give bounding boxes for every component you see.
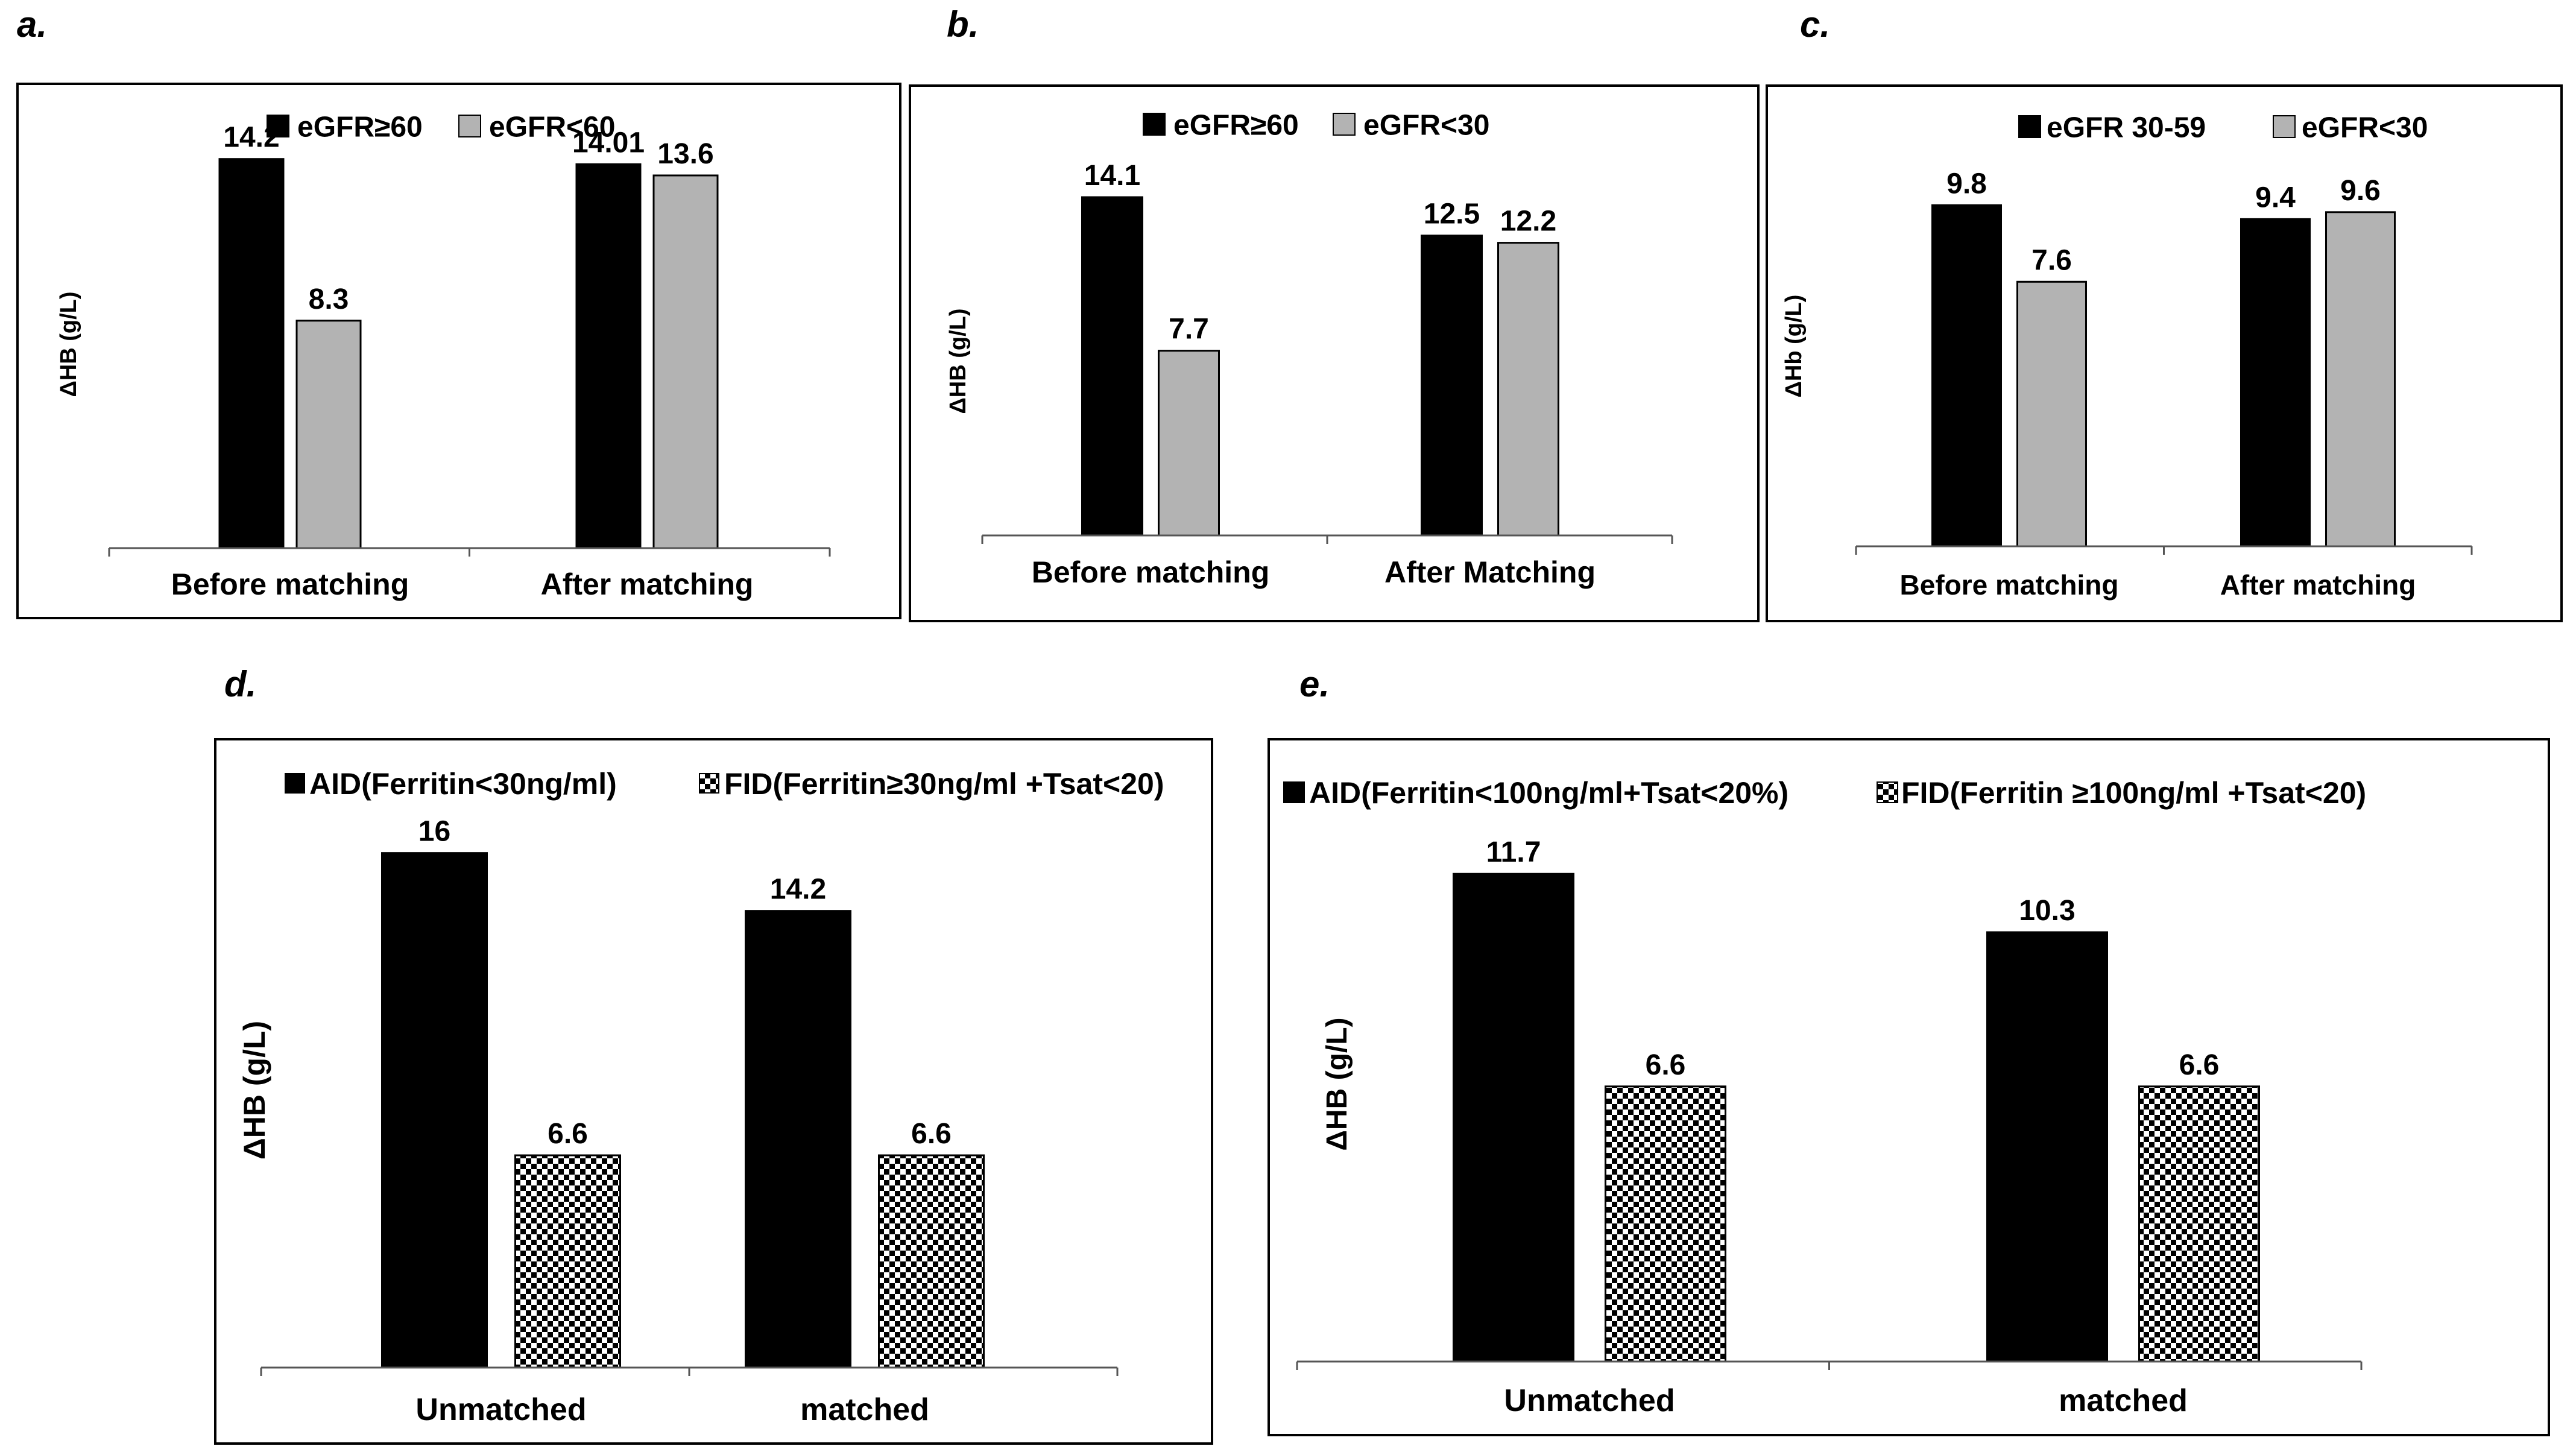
bar-after-matching-series-1 xyxy=(2240,218,2311,548)
legend-swatch-2 xyxy=(2273,115,2296,138)
category-label: Unmatched xyxy=(415,1392,586,1427)
bar-after-matching-series-2 xyxy=(1497,242,1559,537)
panel-label-c: c. xyxy=(1800,4,1831,45)
legend-swatch-1 xyxy=(1283,781,1305,803)
legend-label-2: eGFR<30 xyxy=(2302,112,2428,144)
bar-before-matching-series-1 xyxy=(1931,204,2002,548)
bar-after-matching-series-2 xyxy=(652,174,719,549)
legend-swatch-2 xyxy=(699,773,719,794)
legend-swatch-1 xyxy=(267,115,289,137)
data-label: 8.3 xyxy=(309,283,349,315)
data-label: 7.6 xyxy=(2031,244,2072,276)
data-label: 14.1 xyxy=(1084,160,1140,192)
category-label: Before matching xyxy=(1032,555,1270,589)
legend-label-2: FID(Ferritin ≥100ng/ml +Tsat<20) xyxy=(1901,776,2366,810)
data-label: 14.2 xyxy=(223,122,279,154)
category-label: Before matching xyxy=(1900,569,2119,601)
chart-panel-e: AID(Ferritin<100ng/ml+Tsat<20%) FID(Ferri… xyxy=(1267,738,2550,1436)
panel-label-d: d. xyxy=(224,664,257,704)
panel-label-a: a. xyxy=(17,4,48,45)
y-axis-label: ΔHB (g/L) xyxy=(945,308,971,414)
chart-panel-d: AID(Ferritin<30ng/ml) FID(Ferritin≥30ng/m… xyxy=(214,738,1213,1445)
bar-matched-series-1 xyxy=(1986,931,2108,1363)
category-label: After matching xyxy=(2220,569,2416,601)
legend-label-1: eGFR≥60 xyxy=(297,111,423,143)
bar-matched-series-1 xyxy=(745,910,851,1369)
data-label: 9.4 xyxy=(2255,181,2296,213)
legend-swatch-2 xyxy=(1333,113,1356,136)
y-axis-label: ΔHB (g/L) xyxy=(56,291,81,397)
data-label: 9.8 xyxy=(1946,168,1987,200)
legend-label-1: AID(Ferritin<30ng/ml) xyxy=(309,767,617,801)
legend-swatch-2 xyxy=(1877,781,1898,803)
category-label: matched xyxy=(2059,1383,2188,1418)
bar-before-matching-series-2 xyxy=(2016,280,2087,548)
data-label: 6.6 xyxy=(2179,1049,2220,1081)
y-axis-label: ΔHB (g/L) xyxy=(238,1021,271,1160)
bar-chart-c: eGFR 30-59 eGFR<30 9.8 7.6 Before matching 9.… xyxy=(1781,112,2473,601)
legend-label-1: eGFR≥60 xyxy=(1173,109,1299,141)
legend-swatch-1 xyxy=(285,773,305,794)
panel-label-e: e. xyxy=(1299,664,1330,704)
bar-after-matching-series-1 xyxy=(575,163,642,549)
bar-matched-series-2 xyxy=(2138,1085,2260,1363)
bar-before-matching-series-1 xyxy=(1081,196,1143,537)
bar-after-matching-series-2 xyxy=(2325,211,2396,548)
data-label: 14.01 xyxy=(572,127,645,159)
category-label: After Matching xyxy=(1384,555,1596,589)
category-label: After matching xyxy=(541,567,754,601)
bar-before-matching-series-2 xyxy=(295,320,362,549)
data-label: 12.5 xyxy=(1424,198,1480,230)
bar-chart-d: AID(Ferritin<30ng/ml) FID(Ferritin≥30ng/m… xyxy=(238,767,1164,1427)
bar-before-matching-series-1 xyxy=(218,158,285,549)
y-axis-label: ΔHB (g/L) xyxy=(1321,1017,1353,1150)
category-label: matched xyxy=(800,1392,929,1427)
bar-unmatched-series-2 xyxy=(1605,1085,1726,1363)
data-label: 6.6 xyxy=(911,1118,952,1150)
bar-chart-e: AID(Ferritin<100ng/ml+Tsat<20%) FID(Ferri… xyxy=(1283,776,2366,1418)
legend-label-1: AID(Ferritin<100ng/ml+Tsat<20%) xyxy=(1309,776,1788,810)
chart-panel-b: eGFR≥60 eGFR<30 14.1 7.7 Before matching 12.5… xyxy=(909,84,1760,622)
bar-matched-series-2 xyxy=(878,1154,985,1369)
bar-unmatched-series-1 xyxy=(1453,873,1574,1363)
data-label: 12.2 xyxy=(1500,206,1556,238)
category-label: Unmatched xyxy=(1504,1383,1675,1418)
legend-label-2: eGFR<60 xyxy=(489,111,615,143)
legend-swatch-1 xyxy=(1143,113,1166,136)
legend-label-1: eGFR 30-59 xyxy=(2047,112,2206,144)
data-label: 13.6 xyxy=(657,138,713,170)
data-label: 7.7 xyxy=(1169,314,1209,346)
data-label: 6.6 xyxy=(1646,1049,1686,1081)
bar-chart-a: eGFR≥60 eGFR<60 14.2 8.3 Before matching 14.0… xyxy=(56,111,831,601)
data-label: 10.3 xyxy=(2019,895,2075,927)
data-label: 6.6 xyxy=(548,1118,588,1150)
legend-swatch-1 xyxy=(2018,115,2041,138)
legend-label-2: eGFR<30 xyxy=(1363,109,1489,141)
legend-swatch-2 xyxy=(458,115,481,137)
y-axis-label: ΔHb (g/L) xyxy=(1781,295,1807,398)
category-label: Before matching xyxy=(171,567,409,601)
data-label: 9.6 xyxy=(2340,175,2381,207)
bar-unmatched-series-1 xyxy=(381,852,488,1369)
bar-chart-b: eGFR≥60 eGFR<30 14.1 7.7 Before matching 12.5… xyxy=(945,109,1673,589)
data-label: 14.2 xyxy=(770,874,826,906)
data-label: 16 xyxy=(418,816,450,848)
bar-before-matching-series-2 xyxy=(1158,350,1220,537)
chart-panel-a: eGFR≥60 eGFR<60 14.2 8.3 Before matching 14.0… xyxy=(16,83,901,619)
legend-label-2: FID(Ferritin≥30ng/ml +Tsat<20) xyxy=(724,767,1164,801)
bar-after-matching-series-1 xyxy=(1421,235,1483,537)
bar-unmatched-series-2 xyxy=(514,1154,621,1369)
data-label: 11.7 xyxy=(1486,836,1541,868)
chart-panel-c: eGFR 30-59 eGFR<30 9.8 7.6 Before matching 9.… xyxy=(1766,84,2563,622)
panel-label-b: b. xyxy=(947,4,979,45)
